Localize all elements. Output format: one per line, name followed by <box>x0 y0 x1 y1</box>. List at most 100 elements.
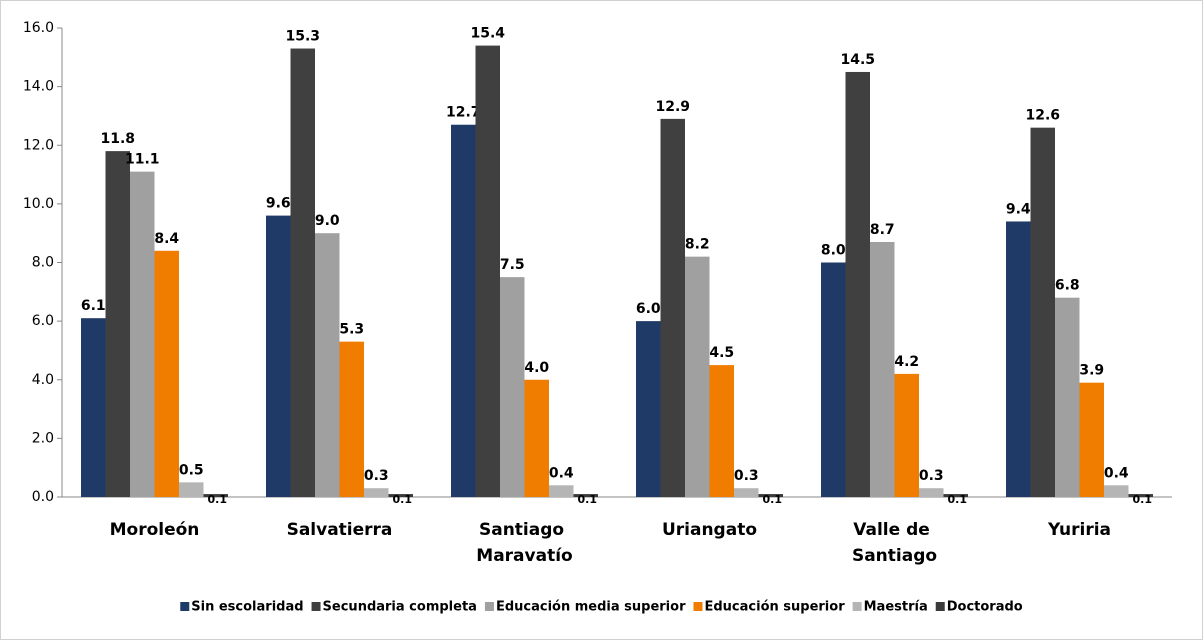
bar <box>290 48 315 498</box>
value-label: 3.9 <box>1079 363 1104 379</box>
x-tick-label: Salvatierra <box>287 520 393 540</box>
bar <box>339 341 364 497</box>
y-tick-label: 0.0 <box>32 489 54 505</box>
bar <box>1104 485 1129 497</box>
bar <box>685 256 710 497</box>
legend-label: Maestría <box>864 600 928 615</box>
bar <box>734 488 759 497</box>
bar <box>475 45 500 498</box>
value-label: 0.4 <box>1104 465 1129 481</box>
value-label: 11.8 <box>100 131 135 147</box>
value-label: 0.3 <box>734 468 759 484</box>
bar <box>81 318 106 497</box>
value-label: 9.4 <box>1006 201 1031 217</box>
value-label: 0.1 <box>393 493 413 506</box>
bar <box>500 277 525 497</box>
legend: Sin escolaridad Secundaria completa Educac… <box>180 600 1023 615</box>
value-label: 4.0 <box>524 360 549 376</box>
bar <box>821 262 846 497</box>
value-label: 8.0 <box>821 243 846 259</box>
bar <box>660 118 685 498</box>
value-label: 12.7 <box>446 105 481 121</box>
value-label: 0.1 <box>763 493 783 506</box>
value-label: 6.1 <box>81 298 106 314</box>
legend-label: Sin escolaridad <box>191 600 303 615</box>
value-label: 9.0 <box>315 213 340 229</box>
legend-label: Secundaria completa <box>323 600 477 615</box>
bar <box>451 124 476 497</box>
value-label: 4.2 <box>894 354 919 370</box>
value-label: 0.1 <box>948 493 968 506</box>
value-label: 0.4 <box>549 465 574 481</box>
bar <box>203 494 228 497</box>
bar <box>266 215 291 497</box>
value-label: 5.3 <box>339 322 364 338</box>
value-label: 0.3 <box>364 468 389 484</box>
bar <box>1128 494 1153 497</box>
value-label: 0.5 <box>179 462 204 478</box>
bar <box>154 250 179 497</box>
x-tick-label: Moroleón <box>110 520 200 540</box>
legend-label: Educación superior <box>704 600 845 615</box>
y-tick-label: 6.0 <box>32 313 54 329</box>
bar <box>388 494 413 497</box>
value-label: 8.4 <box>154 231 179 247</box>
bar <box>636 321 661 497</box>
x-tick-label: Santiago Maravatío <box>476 520 572 566</box>
y-tick-label: 12.0 <box>23 137 54 153</box>
bar <box>919 488 944 497</box>
bar <box>573 494 598 497</box>
x-tick-label: Uriangato <box>662 520 757 540</box>
value-label: 0.1 <box>208 493 228 506</box>
legend-label: Educación media superior <box>496 600 686 615</box>
legend-swatch <box>693 602 703 611</box>
value-label: 8.7 <box>870 222 895 238</box>
legend-swatch <box>484 602 494 611</box>
y-tick-label: 14.0 <box>23 79 54 95</box>
bar <box>1055 297 1080 497</box>
y-tick-label: 2.0 <box>32 430 54 446</box>
value-label: 6.0 <box>636 301 661 317</box>
value-label: 15.3 <box>285 29 320 45</box>
bar <box>1006 221 1031 497</box>
bar <box>870 241 895 497</box>
bar <box>130 171 155 497</box>
value-label: 4.5 <box>709 345 734 361</box>
bar <box>1079 382 1104 497</box>
bar <box>549 485 574 497</box>
legend-label: Doctorado <box>947 600 1023 615</box>
value-label: 0.1 <box>578 493 598 506</box>
y-tick-label: 16.0 <box>23 20 54 36</box>
legend-swatch <box>311 602 321 611</box>
bar <box>758 494 783 497</box>
legend-swatch <box>852 602 862 611</box>
legend-swatch <box>180 602 190 611</box>
value-label: 8.2 <box>685 237 710 253</box>
bar <box>709 365 734 497</box>
bar <box>894 373 919 497</box>
value-label: 11.1 <box>125 152 160 168</box>
bar <box>315 233 340 497</box>
bar <box>364 488 389 497</box>
x-tick-label: Yuriria <box>1047 520 1111 540</box>
bar <box>845 71 870 497</box>
bar <box>179 482 204 497</box>
bar <box>943 494 968 497</box>
value-label: 6.8 <box>1055 278 1080 294</box>
bar <box>105 151 130 498</box>
value-label: 7.5 <box>500 257 525 273</box>
value-label: 0.3 <box>919 468 944 484</box>
value-label: 15.4 <box>470 26 505 42</box>
x-tick-label: Valle de Santiago <box>852 520 937 566</box>
value-label: 12.9 <box>655 99 690 115</box>
value-label: 14.5 <box>840 52 875 68</box>
bar <box>1030 127 1055 497</box>
legend-swatch <box>935 602 945 611</box>
bar <box>524 379 549 497</box>
y-tick-label: 10.0 <box>23 196 54 212</box>
value-label: 12.6 <box>1025 108 1060 124</box>
value-label: 0.1 <box>1133 493 1153 506</box>
y-tick-label: 4.0 <box>32 372 54 388</box>
